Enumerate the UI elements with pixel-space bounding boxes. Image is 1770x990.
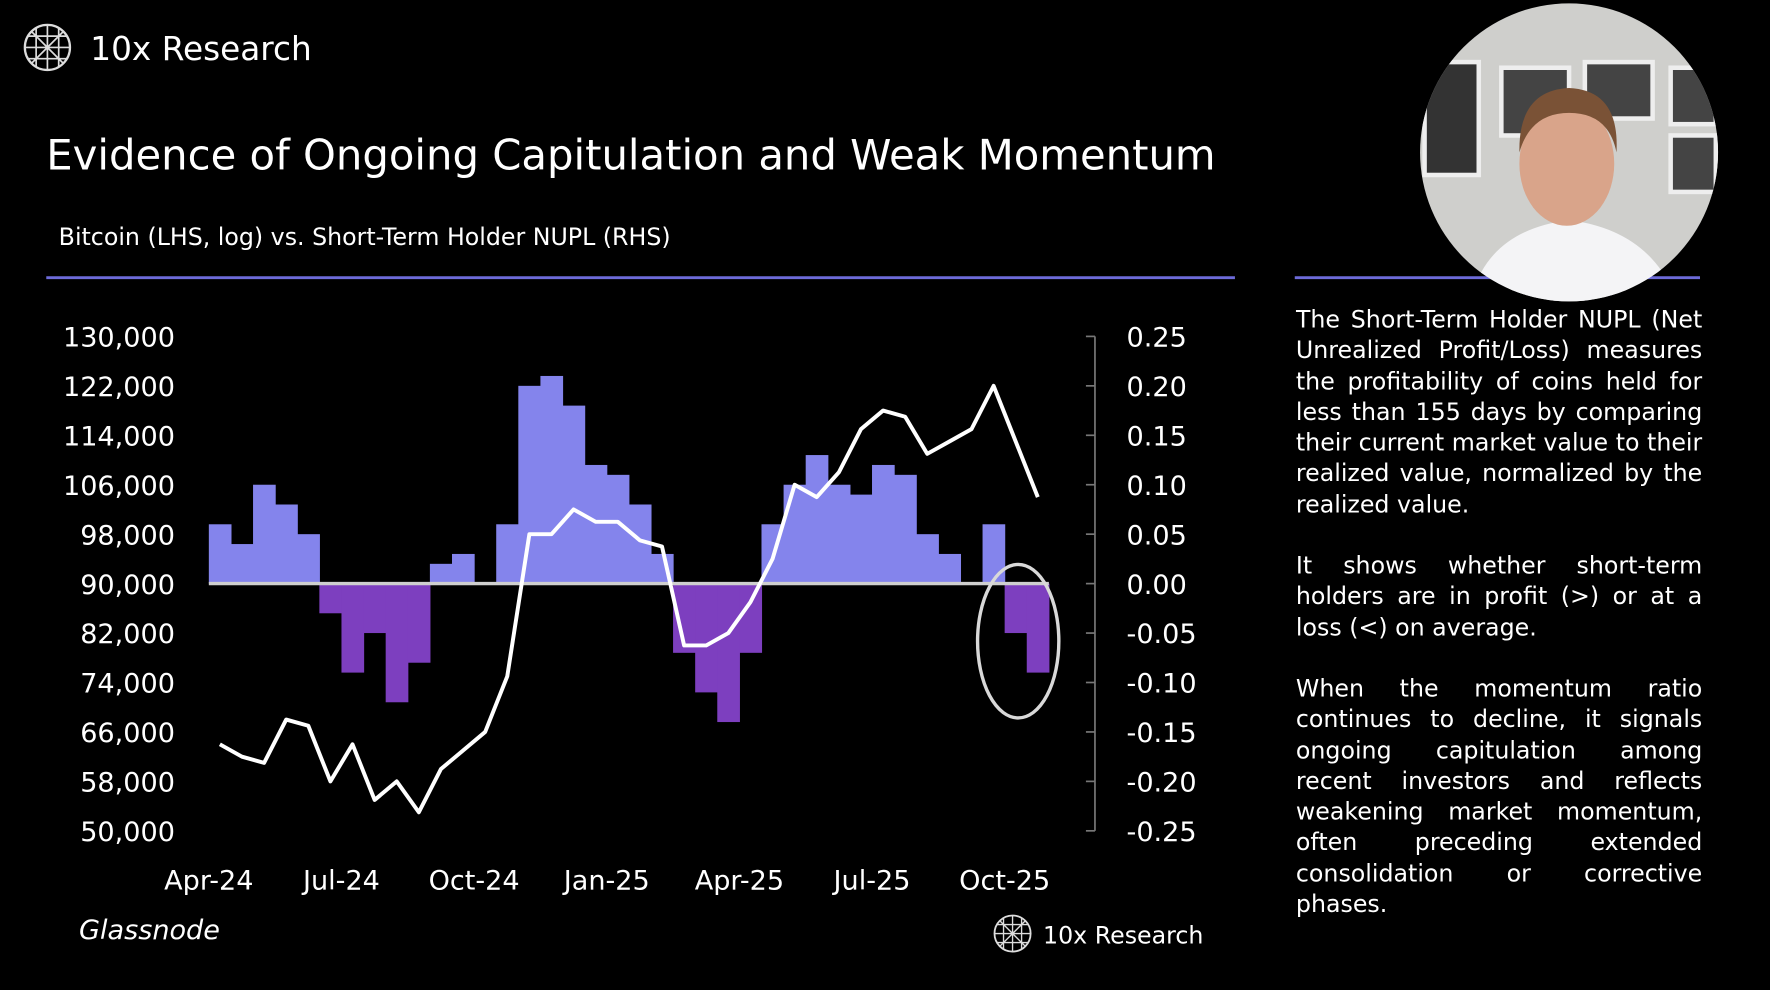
- bar: [496, 524, 519, 584]
- bar: [253, 484, 276, 584]
- bar: [363, 583, 387, 634]
- bar: [1026, 583, 1050, 673]
- x-tick-label: Oct-25: [959, 866, 1050, 897]
- paragraph: It shows whether short-term holders are …: [1295, 552, 1703, 641]
- x-tick-label: Jul-24: [301, 866, 380, 897]
- y-tick-label: 50,000: [80, 817, 175, 848]
- y2-tick-label: 0.15: [1127, 421, 1187, 452]
- brand-logo: [23, 23, 72, 72]
- bar: [319, 583, 343, 614]
- bar: [208, 524, 232, 584]
- watermark: 10x Research: [1043, 922, 1203, 950]
- bar: [275, 504, 298, 584]
- chart-title: Evidence of Ongoing Capitulation and Wea…: [46, 130, 1215, 179]
- bar: [562, 405, 586, 584]
- y-tick-label: 106,000: [63, 471, 175, 502]
- bar: [872, 464, 895, 584]
- y-tick-label: 114,000: [63, 421, 175, 452]
- chart-subtitle: Bitcoin (LHS, log) vs. Short-Term Holder…: [59, 223, 671, 251]
- bar: [805, 455, 829, 584]
- y-tick-label: 90,000: [80, 570, 175, 601]
- y2-tick-label: -0.05: [1127, 619, 1197, 650]
- plot: [208, 375, 1050, 815]
- y-tick-label: 130,000: [63, 323, 175, 354]
- bar: [540, 375, 564, 584]
- bar: [673, 583, 696, 653]
- x-tick-label: Apr-25: [695, 866, 784, 897]
- bar: [982, 524, 1006, 584]
- bar: [584, 464, 608, 584]
- bar: [894, 474, 917, 584]
- x-tick-label: Jul-25: [832, 866, 911, 897]
- bar: [695, 583, 718, 693]
- y2-tick-label: 0.25: [1127, 323, 1187, 354]
- y2-tick-label: -0.20: [1127, 768, 1197, 799]
- watermark-logo: [993, 914, 1032, 953]
- y-tick-label: 74,000: [80, 669, 175, 700]
- brand: 10x Research: [90, 30, 311, 68]
- y2-tick-label: -0.15: [1127, 718, 1197, 749]
- bar: [341, 583, 365, 673]
- bar: [783, 484, 807, 584]
- y2-tick-label: 0.20: [1127, 372, 1187, 403]
- source: Glassnode: [79, 915, 220, 946]
- x-tick-label: Apr-24: [164, 866, 253, 897]
- y-tick-label: 82,000: [80, 619, 175, 650]
- paragraph: The Short-Term Holder NUPL (Net Unrealiz…: [1295, 305, 1703, 518]
- y2-tick-label: -0.25: [1127, 817, 1197, 848]
- bar: [407, 583, 431, 663]
- bar: [230, 544, 254, 584]
- bar: [518, 385, 541, 584]
- x-tick-label: Oct-24: [429, 866, 520, 897]
- y2-tick-label: 0.00: [1127, 570, 1187, 601]
- sidebar-text: The Short-Term Holder NUPL (Net Unrealiz…: [1296, 305, 1702, 921]
- bar: [849, 494, 873, 584]
- y-tick-label: 66,000: [80, 718, 175, 749]
- bar: [429, 563, 453, 584]
- y2-tick-label: -0.10: [1127, 669, 1197, 700]
- bar: [827, 484, 851, 584]
- bar: [739, 583, 763, 653]
- highlight-circle: [975, 562, 1061, 720]
- y2-tick-label: 0.05: [1127, 520, 1187, 551]
- bar: [606, 474, 630, 584]
- bar: [385, 583, 409, 703]
- webcam: [1420, 3, 1719, 302]
- y-tick-label: 58,000: [80, 768, 175, 799]
- y-tick-label: 98,000: [80, 520, 175, 551]
- sidebar: The Short-Term Holder NUPL (Net Unrealiz…: [1296, 305, 1702, 921]
- bar: [1004, 583, 1028, 634]
- y2-tick-label: 0.10: [1127, 471, 1187, 502]
- bar: [297, 534, 320, 584]
- bar: [938, 553, 962, 584]
- bar: [717, 583, 740, 723]
- paragraph: When the momentum ratio continues to dec…: [1295, 675, 1703, 918]
- line: [218, 383, 1040, 815]
- y-tick-label: 122,000: [63, 372, 175, 403]
- bar: [628, 504, 652, 584]
- bar: [452, 553, 475, 584]
- bar: [916, 534, 939, 584]
- x-tick-label: Jan-25: [562, 866, 650, 897]
